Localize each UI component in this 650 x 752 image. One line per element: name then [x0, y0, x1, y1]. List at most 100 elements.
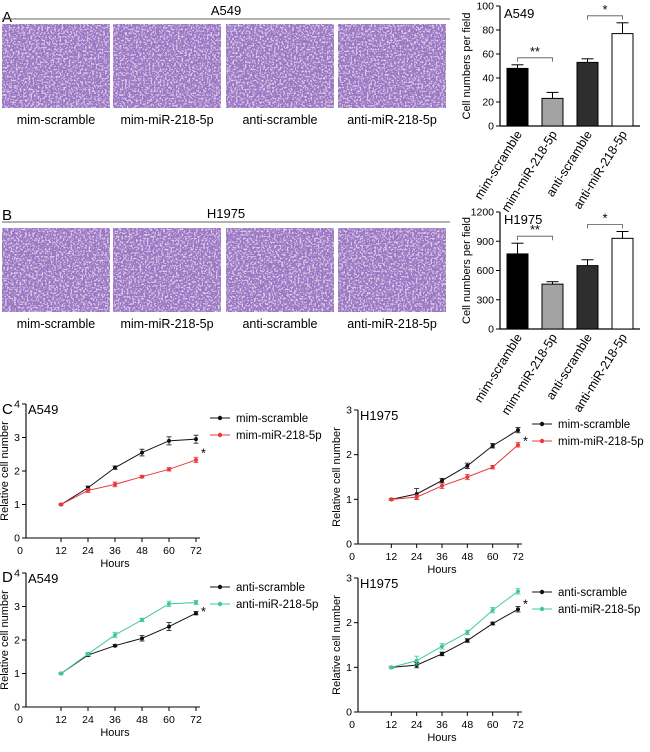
- data-point: [516, 428, 520, 433]
- y-tick-label: 3: [346, 405, 352, 417]
- bar-mim-miR-218-5p: [541, 97, 564, 127]
- y-tick-label: 0: [346, 707, 352, 719]
- panel-a-cell-line: A549: [211, 3, 241, 18]
- data-point: [516, 607, 520, 612]
- y-axis-label: Cell numbers per field: [461, 13, 473, 120]
- data-point: [167, 601, 171, 606]
- legend-label: mim-miR-218-5p: [558, 436, 644, 448]
- bar-anti-miR-218-5p: [611, 237, 634, 330]
- data-point: [194, 457, 198, 462]
- data-point: [465, 475, 470, 479]
- y-tick-label: 60: [482, 49, 494, 61]
- chart-title: H1975: [360, 576, 398, 591]
- panel-b-cell-line: H1975: [207, 206, 245, 221]
- data-point: [140, 617, 144, 622]
- x-tick-label: 36: [436, 551, 448, 563]
- data-point: [59, 671, 63, 676]
- data-point: [490, 465, 495, 470]
- y-tick-label: 100: [476, 1, 494, 13]
- legend-label: mim-miR-218-5p: [236, 430, 322, 442]
- data-point: [414, 495, 419, 500]
- data-point: [440, 651, 444, 656]
- panel-a-label-anti-scramble: anti-scramble: [242, 113, 317, 127]
- data-point: [516, 589, 520, 594]
- y-axis-label: Relative cell number: [0, 590, 11, 690]
- x-tick-label: 48: [136, 545, 148, 557]
- x-axis-label: Hours: [427, 732, 457, 744]
- x-tick-label: 60: [163, 545, 175, 557]
- y-axis-label: Relative cell number: [331, 427, 343, 527]
- y-tick-label: 600: [476, 265, 494, 277]
- data-point: [194, 600, 198, 605]
- bar-anti-miR-218-5p: [611, 33, 634, 127]
- legend-swatch-marker: [217, 415, 223, 421]
- panel-b-image-cells-0: [2, 228, 110, 312]
- data-point: [414, 658, 419, 663]
- x-tick-label: 48: [461, 719, 473, 731]
- x-tick-label: 12: [385, 551, 397, 563]
- y-tick-label: 20: [482, 97, 494, 109]
- panel-a-image-cells-1: [113, 24, 221, 108]
- panel-a-letter: A: [2, 9, 12, 26]
- panel-a-image-cells-0: [2, 24, 110, 108]
- legend-label: anti-scramble: [236, 582, 305, 594]
- data-point: [465, 638, 470, 643]
- panel-b-images: [2, 228, 446, 312]
- data-point: [86, 488, 90, 493]
- chart-title: H1975: [504, 212, 542, 227]
- x-tick-label: 72: [512, 719, 524, 731]
- y-tick-label: 80: [482, 25, 494, 37]
- y-tick-label: 1: [14, 499, 20, 511]
- x-tick-label: 60: [487, 719, 499, 731]
- significance-label: **: [530, 45, 540, 59]
- panel-b-label-mim-mir: mim-miR-218-5p: [120, 317, 213, 331]
- x-tick-label: 24: [82, 714, 94, 726]
- x-tick-label: 12: [55, 714, 67, 726]
- x-tick-label: 24: [82, 545, 94, 557]
- panel-b-image-cells-2: [226, 228, 334, 312]
- legend-swatch-marker: [539, 606, 545, 612]
- y-axis-label: Relative cell number: [0, 421, 11, 521]
- x-tick-label: 36: [436, 719, 448, 731]
- significance-bracket: [517, 57, 553, 62]
- x-tick-label: 0: [17, 545, 23, 557]
- x-tick-label: 48: [136, 714, 148, 726]
- x-tick-label: 60: [487, 551, 499, 563]
- bar-mim-scramble: [506, 253, 529, 330]
- data-point: [490, 443, 495, 448]
- chart-title: H1975: [360, 408, 398, 423]
- significance-bracket: [517, 235, 553, 241]
- legend-swatch-marker: [539, 421, 545, 427]
- panel-b-label-anti-mir: anti-miR-218-5p: [347, 317, 437, 331]
- data-point: [490, 621, 495, 626]
- y-axis-label: Relative cell number: [331, 595, 343, 695]
- series-line-mim-miR-218-5p: [60, 459, 197, 505]
- data-point: [194, 437, 198, 442]
- y-tick-label: 900: [476, 236, 494, 248]
- data-point: [113, 643, 117, 648]
- significance-label: *: [603, 212, 608, 226]
- y-tick-label: 4: [14, 399, 20, 411]
- legend-swatch-marker: [217, 432, 223, 438]
- panel-a-images: [2, 24, 446, 108]
- legend-swatch-marker: [217, 584, 223, 590]
- panel-b-label-mim-scramble: mim-scramble: [17, 317, 96, 331]
- x-tick-label: 72: [190, 714, 202, 726]
- series-line-anti-miR-218-5p: [60, 601, 197, 674]
- data-point: [140, 450, 144, 455]
- data-point: [440, 483, 444, 488]
- significance-label: **: [530, 223, 540, 237]
- data-point: [167, 438, 171, 443]
- bar-anti-scramble: [576, 61, 599, 127]
- y-tick-label: 300: [476, 294, 494, 306]
- data-point: [516, 442, 520, 447]
- panel-b-image-cells-1: [113, 228, 221, 312]
- panel-a-label-anti-mir: anti-miR-218-5p: [347, 113, 437, 127]
- panel-a-image-cells-3: [338, 24, 446, 108]
- series-line-mim-miR-218-5p: [391, 444, 519, 500]
- panel-b-image-labels: mim-scramble mim-miR-218-5p anti-scrambl…: [17, 317, 437, 331]
